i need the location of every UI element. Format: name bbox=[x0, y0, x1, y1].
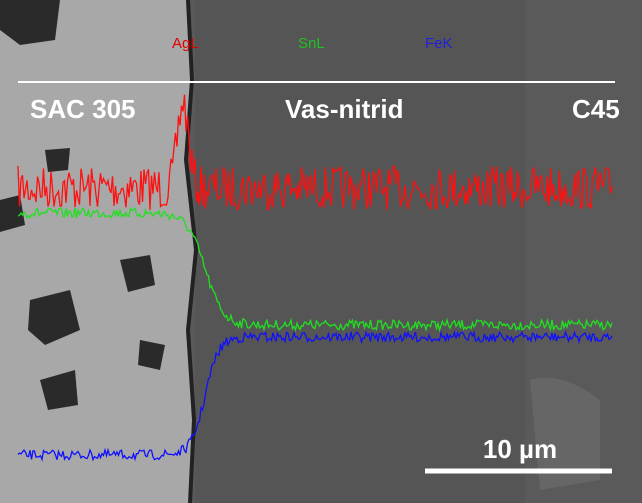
line-profiles bbox=[17, 94, 613, 462]
legend-snl: SnL bbox=[298, 35, 325, 52]
legend-agl: AgL bbox=[172, 35, 199, 52]
region-label: C45 bbox=[572, 94, 620, 124]
nitride-layer bbox=[195, 0, 525, 503]
profile-line bbox=[17, 329, 613, 462]
profile-line bbox=[17, 94, 613, 212]
intermetallic-particles bbox=[0, 0, 165, 410]
scale-label: 10 µm bbox=[483, 434, 557, 464]
region-label: SAC 305 bbox=[30, 94, 136, 124]
c45-structure bbox=[530, 377, 600, 490]
legend-fek: FeK bbox=[425, 35, 453, 52]
solder-region bbox=[0, 0, 196, 503]
interface bbox=[183, 0, 199, 503]
profile-line bbox=[17, 206, 613, 333]
region-label: Vas-nitrid bbox=[285, 94, 403, 124]
